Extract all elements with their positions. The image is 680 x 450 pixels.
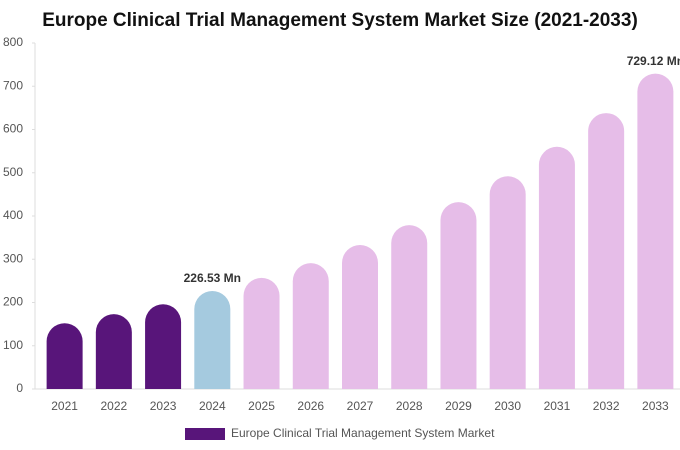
- bar: [342, 244, 378, 389]
- y-tick-label: 0: [16, 381, 23, 395]
- value-label: 226.53 Mn: [184, 271, 241, 285]
- bar: [391, 225, 428, 389]
- x-tick-label: 2028: [396, 399, 423, 413]
- y-tick-label: 100: [3, 338, 23, 352]
- value-label: 729.12 Mn: [627, 54, 680, 68]
- x-tick-label: 2029: [445, 399, 472, 413]
- chart-title: Europe Clinical Trial Management System …: [42, 10, 638, 31]
- bar: [46, 323, 83, 389]
- bar: [440, 202, 477, 389]
- y-tick-label: 300: [3, 251, 23, 265]
- y-tick-label: 200: [3, 295, 23, 309]
- y-tick-label: 600: [3, 122, 23, 136]
- legend-label: Europe Clinical Trial Management System …: [231, 426, 495, 440]
- bar: [145, 304, 182, 389]
- y-tick-label: 400: [3, 208, 23, 222]
- bar: [489, 176, 526, 389]
- bar: [637, 73, 674, 389]
- x-tick-label: 2025: [248, 399, 275, 413]
- x-tick-label: 2022: [100, 399, 127, 413]
- bar: [194, 291, 231, 389]
- bar: [243, 277, 280, 389]
- x-tick-label: 2024: [199, 399, 226, 413]
- x-tick-label: 2027: [347, 399, 374, 413]
- x-tick-label: 2033: [642, 399, 669, 413]
- bar: [95, 314, 132, 389]
- y-tick-label: 800: [3, 35, 23, 49]
- y-tick-label: 700: [3, 78, 23, 92]
- x-tick-label: 2023: [150, 399, 177, 413]
- x-tick-label: 2032: [593, 399, 620, 413]
- x-tick-label: 2026: [297, 399, 324, 413]
- x-tick-label: 2021: [51, 399, 78, 413]
- legend-swatch: [185, 428, 225, 440]
- bar: [292, 263, 329, 389]
- bar: [588, 113, 625, 389]
- x-tick-label: 2031: [544, 399, 571, 413]
- y-tick-label: 500: [3, 165, 23, 179]
- bar: [538, 146, 575, 389]
- x-tick-label: 2030: [494, 399, 521, 413]
